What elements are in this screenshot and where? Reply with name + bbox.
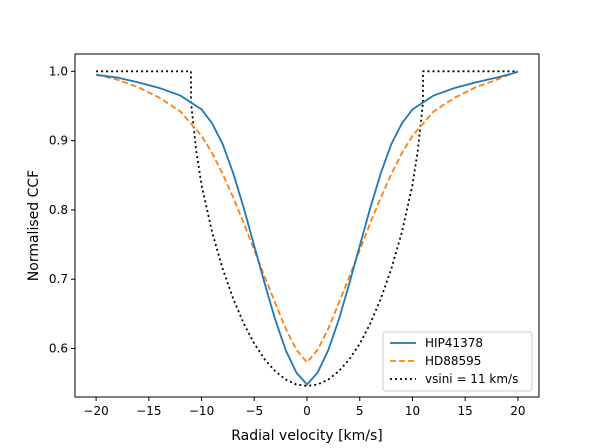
series-line-solid [95,71,519,386]
y-tick-label: 1.0 [49,64,68,78]
y-tick-label: 0.6 [49,341,68,355]
x-tick-label: 15 [458,404,473,418]
legend-box [382,331,533,392]
series-line-dashed [95,70,519,364]
y-tick-label: 0.9 [49,134,68,148]
x-axis-ticks: −20 −15 −10 −5 0 5 10 15 20 [83,397,526,418]
legend-label: HD88595 [425,354,481,368]
x-tick-label: 10 [405,404,420,418]
y-tick-label: 0.7 [49,272,68,286]
legend-label: HIP41378 [425,336,483,350]
series-layer [95,70,519,387]
x-tick-label: −20 [83,404,108,418]
legend-label: vsini = 11 km/s [425,372,518,386]
x-tick-label: −5 [245,404,263,418]
series-line-dotted [96,70,518,387]
x-tick-label: 20 [510,404,525,418]
y-axis-ticks: 0.6 0.7 0.8 0.9 1.0 [49,64,75,355]
x-tick-label: 0 [303,404,311,418]
legend: HIP41378 HD88595 vsini = 11 km/s [382,331,533,392]
x-tick-label: −15 [136,404,161,418]
x-tick-label: −10 [189,404,214,418]
x-tick-label: 5 [356,404,364,418]
y-axis-label: Normalised CCF [26,170,42,281]
x-axis-label: Radial velocity [km/s] [231,428,383,444]
y-tick-label: 0.8 [49,203,68,217]
